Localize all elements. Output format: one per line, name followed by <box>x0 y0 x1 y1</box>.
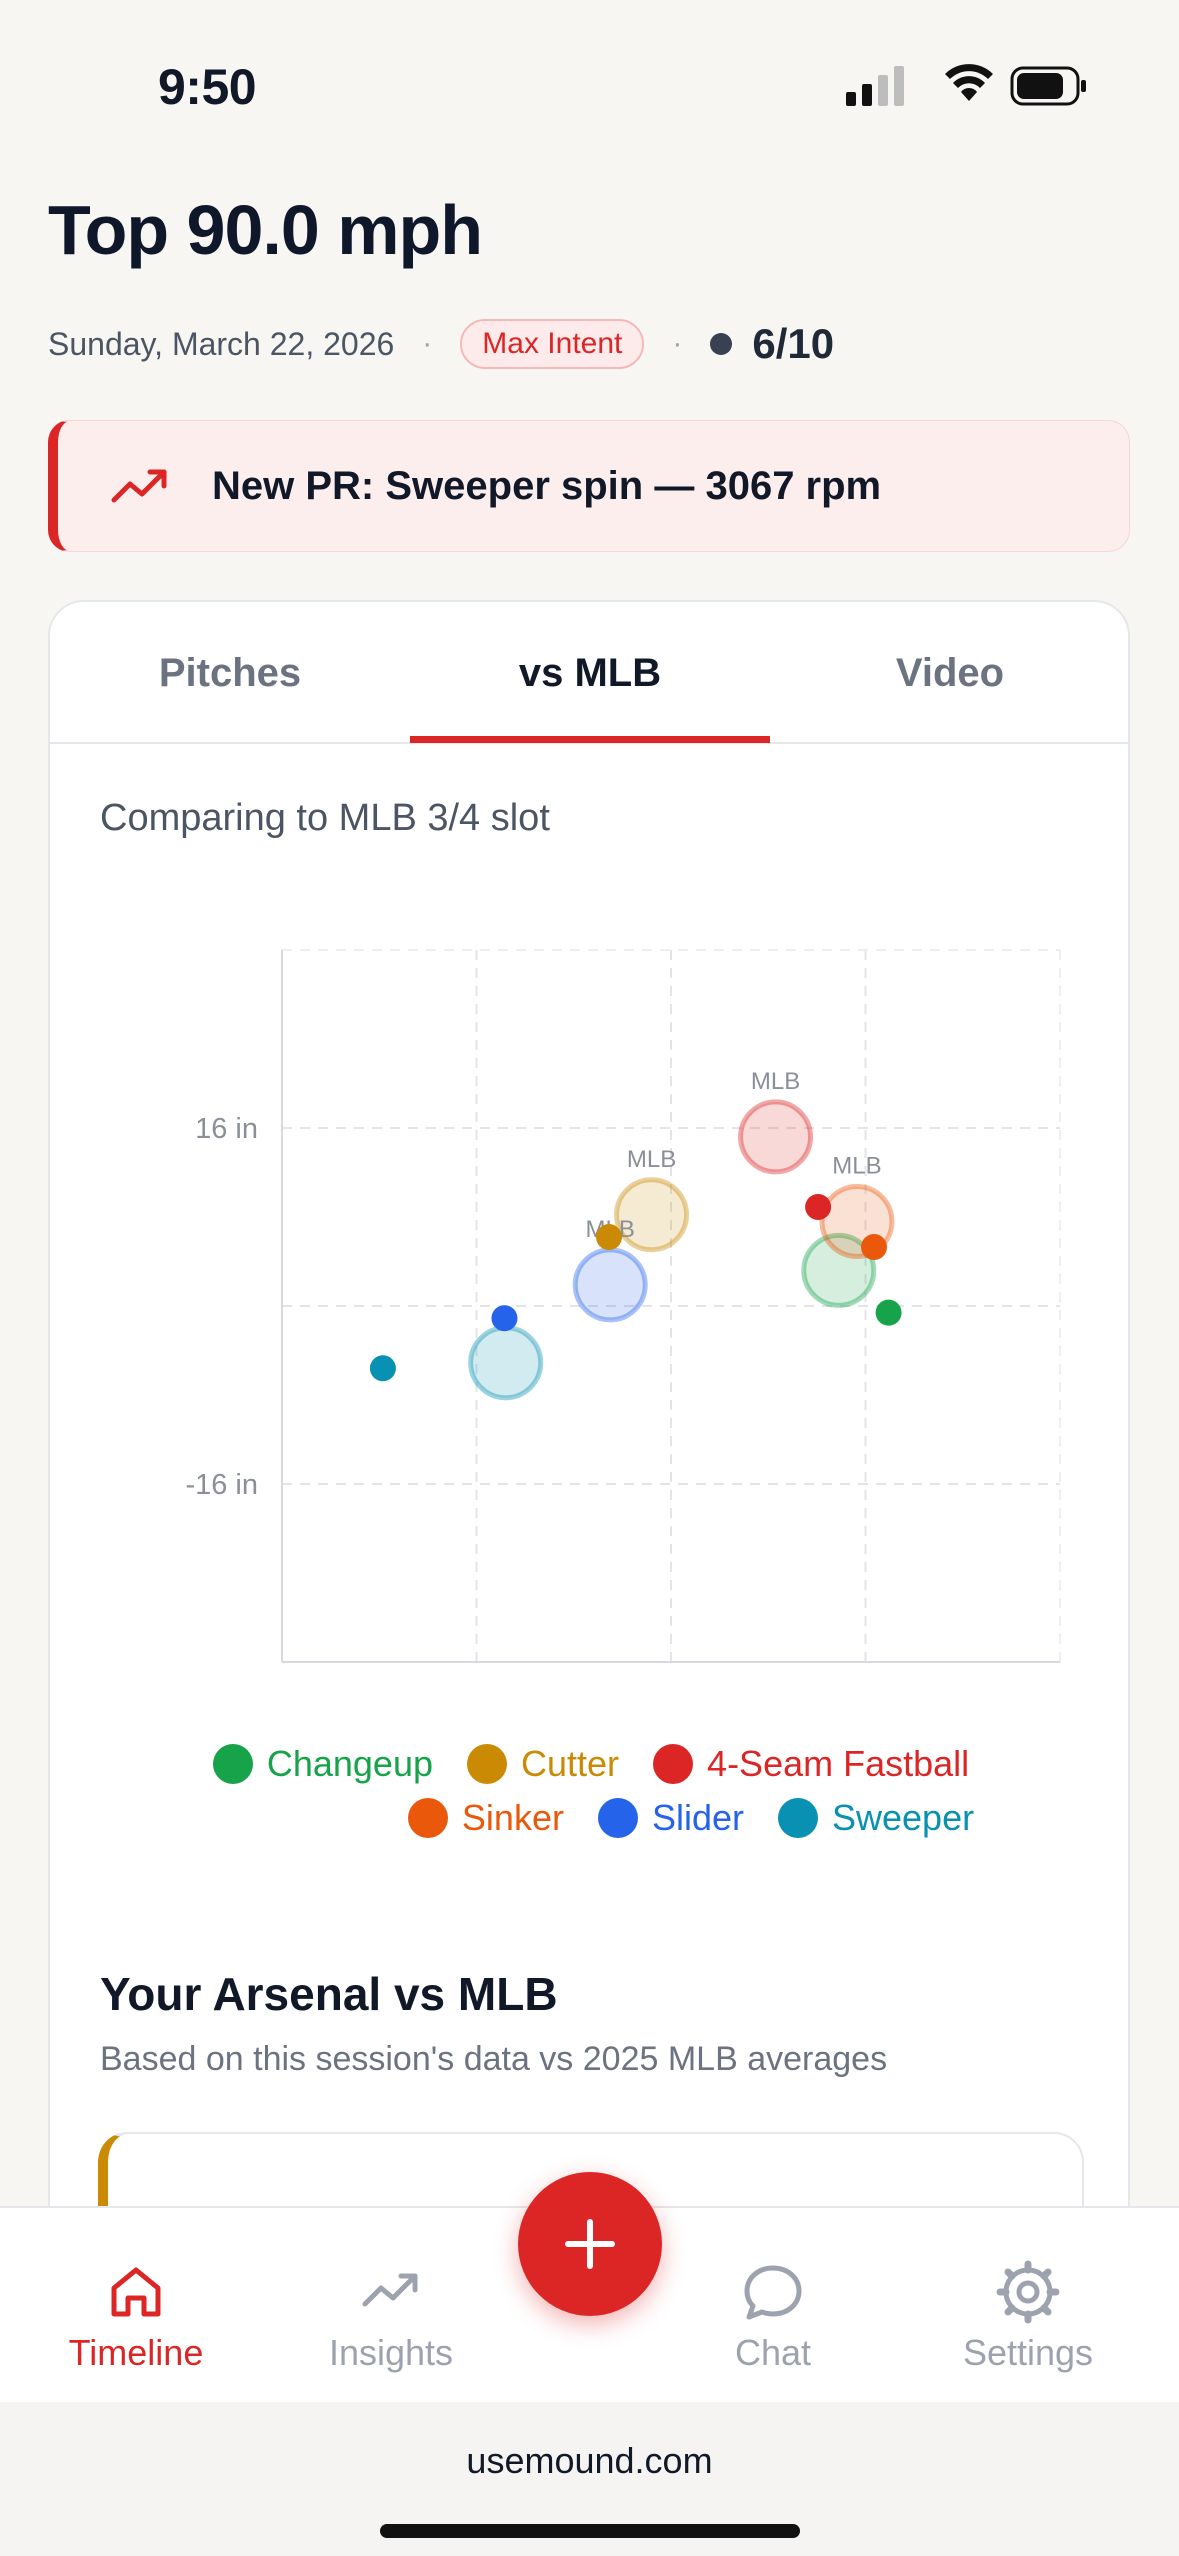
status-bar: 9:50 <box>0 0 1179 150</box>
home-icon <box>111 2267 161 2317</box>
session-title: Top 90.0 mph <box>48 191 483 269</box>
legend-dot <box>212 1744 253 1784</box>
pitch-point <box>805 1193 832 1220</box>
trending-up-icon <box>362 2273 418 2307</box>
meta-separator: · <box>672 327 683 360</box>
plus-icon <box>565 2219 615 2269</box>
y-tick-label: -16 in <box>185 1469 258 1501</box>
chart-grid <box>281 949 1061 1663</box>
chart-mlb-markers <box>468 1099 895 1401</box>
battery-icon <box>1010 66 1086 106</box>
mlb-average-marker <box>468 1325 544 1401</box>
legend-dot <box>778 1798 818 1838</box>
mlb-average-marker <box>572 1247 648 1323</box>
chart-mlb-labels: MLBMLBMLBMLB <box>586 1068 882 1243</box>
status-time: 9:50 <box>158 59 257 115</box>
nav-label: Chat <box>734 2332 812 2373</box>
legend-dot <box>597 1798 638 1838</box>
legend-dot <box>407 1798 448 1838</box>
legend-dot <box>467 1744 507 1784</box>
rating-dot <box>710 333 733 355</box>
wifi-icon <box>945 64 993 101</box>
add-session-button[interactable] <box>518 2172 662 2316</box>
pitch-point <box>875 1299 902 1326</box>
arsenal-title: Your Arsenal vs MLB <box>100 1968 558 2020</box>
url-text[interactable]: usemound.com <box>466 2440 713 2481</box>
legend-label: Changeup <box>266 1743 433 1784</box>
chart-legend: Changeup Cutter 4-Seam Fastball Sinker Slid… <box>50 1737 1128 1845</box>
legend-item: Sweeper <box>778 1797 974 1839</box>
mlb-marker-label: MLB <box>627 1146 676 1173</box>
session-date: Sunday, March 22, 2026 <box>48 325 395 362</box>
gear-icon <box>996 2260 1060 2324</box>
home-indicator <box>380 2524 800 2538</box>
meta-separator: · <box>422 327 433 360</box>
compare-label: Comparing to MLB 3/4 slot <box>100 797 550 839</box>
status-icons <box>846 64 1086 106</box>
mlb-average-marker <box>801 1232 877 1308</box>
pitch-point <box>491 1305 518 1332</box>
trending-up-icon <box>111 469 167 503</box>
legend-label: Cutter <box>521 1743 620 1784</box>
nav-timeline[interactable]: Timeline <box>26 2208 246 2404</box>
session-meta: Sunday, March 22, 2026 · Max Intent · 6/… <box>48 316 834 372</box>
chart-user-points <box>369 1193 902 1382</box>
legend-item: Cutter <box>467 1743 619 1785</box>
pitch-point <box>596 1224 623 1251</box>
nav-insights[interactable]: Insights <box>281 2208 501 2404</box>
legend-label: Slider <box>651 1797 744 1838</box>
legend-item: Changeup <box>212 1743 433 1785</box>
arsenal-subtitle: Based on this session's data vs 2025 MLB… <box>100 2040 888 2078</box>
browser-url-bar: usemound.com <box>0 2402 1179 2556</box>
chart-ticks: -16 in16 in16 in-16 in <box>185 1113 258 1501</box>
legend-label: Sinker <box>461 1797 564 1838</box>
session-card: Pitches vs MLB Video Comparing to MLB 3/… <box>48 600 1130 2280</box>
legend-row: Changeup Cutter 4-Seam Fastball <box>50 1737 1128 1791</box>
legend-label: Sweeper <box>832 1797 975 1838</box>
intent-badge: Max Intent <box>460 319 645 369</box>
pr-banner: New PR: Sweeper spin — 3067 rpm <box>48 420 1130 552</box>
movement-chart: -16 in16 in16 in-16 in MLBMLBMLBMLB <box>185 949 1061 1663</box>
legend-item: 4-Seam Fastball <box>653 1743 969 1785</box>
mlb-average-marker <box>614 1177 690 1253</box>
nav-chat[interactable]: Chat <box>663 2208 883 2404</box>
mlb-average-marker <box>738 1099 814 1175</box>
mlb-marker-label: MLB <box>751 1068 800 1095</box>
nav-settings[interactable]: Settings <box>918 2208 1138 2404</box>
pitch-point <box>369 1355 396 1382</box>
mlb-marker-label: MLB <box>832 1152 881 1179</box>
nav-label: Timeline <box>68 2332 204 2373</box>
nav-label: Insights <box>328 2332 454 2373</box>
chat-bubble-icon <box>744 2265 802 2320</box>
tab-pitches[interactable]: Pitches <box>158 650 302 695</box>
pitch-point <box>861 1234 888 1261</box>
legend-item: Sinker <box>407 1797 564 1839</box>
legend-label: 4-Seam Fastball <box>707 1743 970 1784</box>
tab-bar: Pitches vs MLB Video <box>50 602 1128 744</box>
legend-dot <box>653 1744 694 1784</box>
nav-label: Settings <box>962 2332 1094 2373</box>
y-tick-label: 16 in <box>195 1113 258 1145</box>
session-rating: 6/10 <box>752 320 835 367</box>
tab-video[interactable]: Video <box>895 650 1005 695</box>
legend-row: Sinker Slider Sweeper <box>50 1791 1128 1845</box>
cellular-signal-icon <box>846 66 904 106</box>
pr-text: New PR: Sweeper spin — 3067 rpm <box>212 463 882 508</box>
tab-vs-mlb[interactable]: vs MLB <box>518 650 662 695</box>
legend-item: Slider <box>597 1797 744 1839</box>
active-tab-indicator <box>410 736 770 743</box>
